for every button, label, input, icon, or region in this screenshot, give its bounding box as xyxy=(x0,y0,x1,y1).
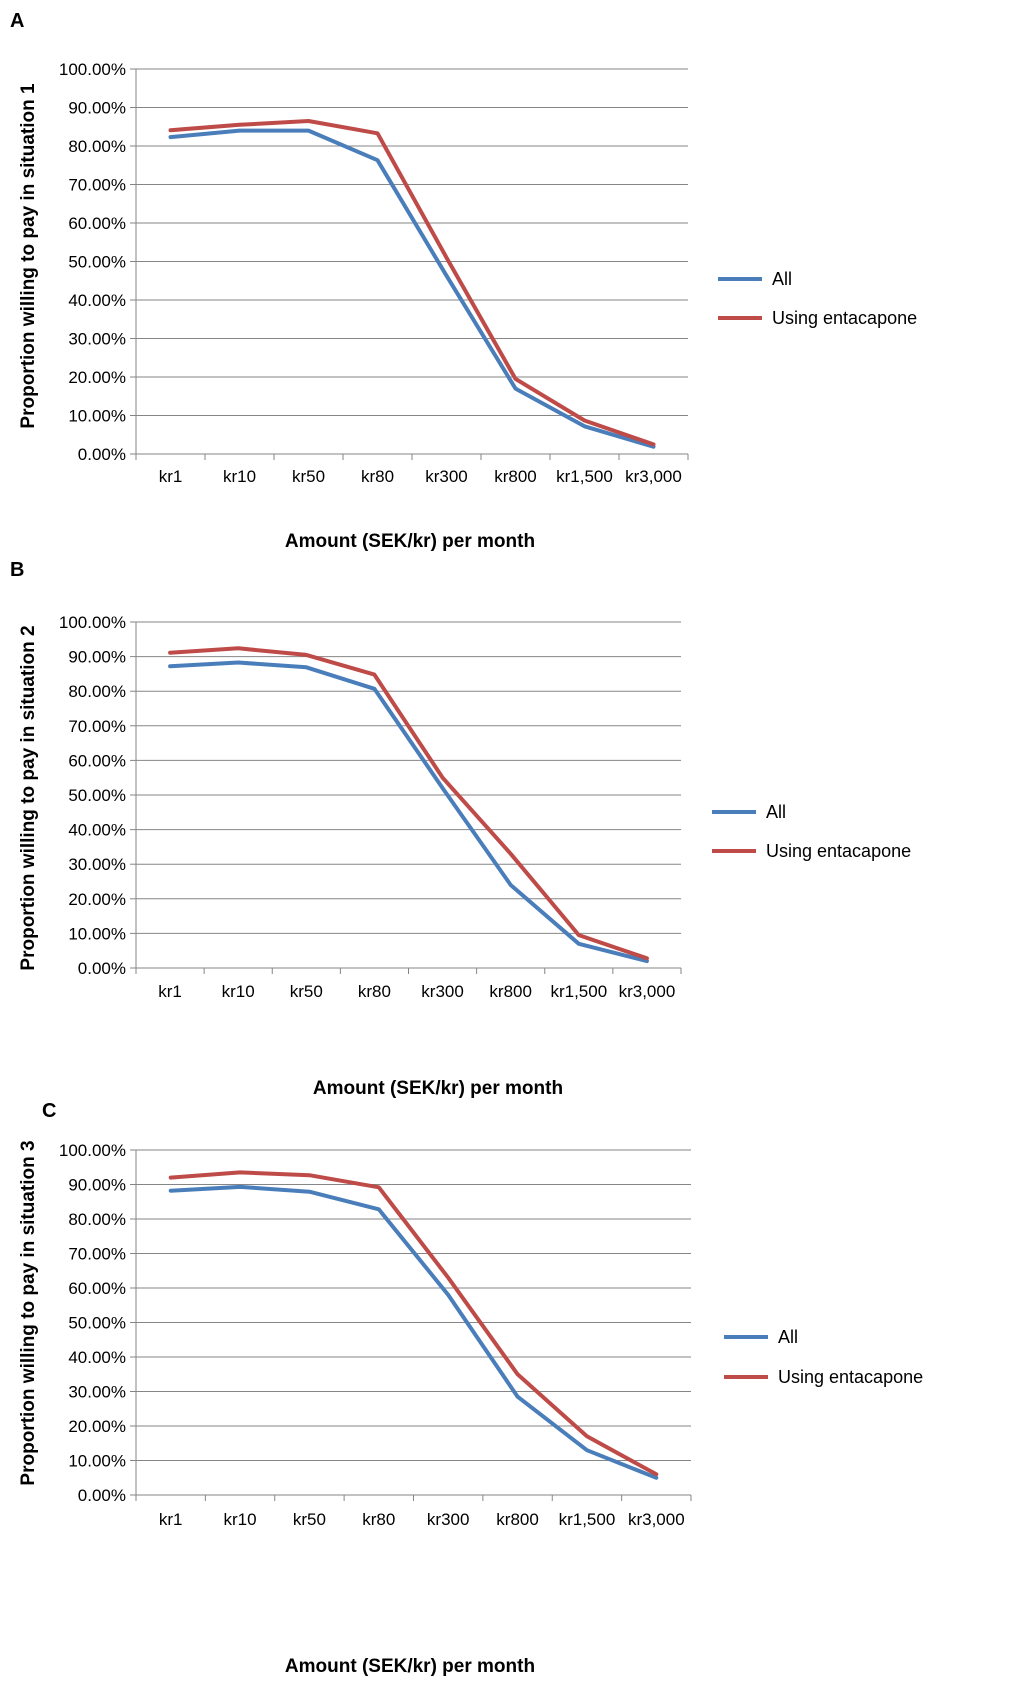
y-tick-label: 10.00% xyxy=(68,407,126,426)
y-tick-label: 70.00% xyxy=(68,717,126,736)
x-tick-label: kr1 xyxy=(158,982,182,1001)
x-tick-label: kr80 xyxy=(362,1510,395,1529)
chart-panel-b: B Proportion willing to pay in situation… xyxy=(10,559,911,1099)
y-tick-label: 70.00% xyxy=(68,176,126,195)
y-tick-label: 70.00% xyxy=(68,1245,126,1264)
y-tick-label: 30.00% xyxy=(68,1383,126,1402)
series-line-all xyxy=(168,128,656,449)
x-tick-label: kr50 xyxy=(290,982,323,1001)
x-tick-label: kr10 xyxy=(223,467,256,486)
y-tick-label: 80.00% xyxy=(68,1210,126,1229)
y-tick-label: 100.00% xyxy=(59,60,126,79)
y-tick-label: 100.00% xyxy=(59,1141,126,1160)
x-tick-label: kr80 xyxy=(361,467,394,486)
x-tick-label: kr80 xyxy=(358,982,391,1001)
y-tick-label: 30.00% xyxy=(68,855,126,874)
y-tick-label: 60.00% xyxy=(68,1279,126,1298)
legend-label-using-entacapone: Using entacapone xyxy=(778,1367,923,1387)
panel-label: A xyxy=(10,10,24,32)
y-axis-title: Proportion willing to pay in situation 1 xyxy=(18,83,39,429)
x-tick-label: kr10 xyxy=(224,1510,257,1529)
y-tick-label: 90.00% xyxy=(68,99,126,118)
x-tick-label: kr1 xyxy=(159,1510,183,1529)
legend-label-using-entacapone: Using entacapone xyxy=(772,308,917,328)
x-tick-label: kr800 xyxy=(489,982,532,1001)
y-tick-label: 10.00% xyxy=(68,1452,126,1471)
series-line-using-entacapone xyxy=(168,119,656,447)
series-line-all xyxy=(168,1184,659,1480)
y-tick-label: 50.00% xyxy=(68,786,126,805)
y-tick-label: 90.00% xyxy=(68,648,126,667)
x-tick-label: kr800 xyxy=(496,1510,539,1529)
y-tick-label: 20.00% xyxy=(68,368,126,387)
y-tick-label: 0.00% xyxy=(78,1486,126,1505)
x-tick-label: kr300 xyxy=(425,467,468,486)
x-axis-title: Amount (SEK/kr) per month xyxy=(313,1078,563,1099)
x-tick-label: kr1,500 xyxy=(559,1510,616,1529)
x-tick-label: kr50 xyxy=(292,467,325,486)
y-tick-label: 40.00% xyxy=(68,821,126,840)
series-line-using-entacapone xyxy=(168,1170,659,1477)
panel-label: C xyxy=(42,1100,56,1122)
y-tick-label: 100.00% xyxy=(59,613,126,632)
chart-panel-a: A Proportion willing to pay in situation… xyxy=(10,10,917,552)
y-tick-label: 40.00% xyxy=(68,1348,126,1367)
legend-label-all: All xyxy=(766,802,786,822)
legend-label-using-entacapone: Using entacapone xyxy=(766,841,911,861)
x-tick-label: kr50 xyxy=(293,1510,326,1529)
y-tick-label: 50.00% xyxy=(68,253,126,272)
y-tick-label: 80.00% xyxy=(68,137,126,156)
series-line-all xyxy=(168,660,649,964)
y-tick-label: 40.00% xyxy=(68,291,126,310)
x-tick-label: kr3,000 xyxy=(619,982,676,1001)
x-tick-label: kr1,500 xyxy=(556,467,613,486)
y-tick-label: 90.00% xyxy=(68,1176,126,1195)
y-tick-label: 0.00% xyxy=(78,959,126,978)
x-tick-label: kr300 xyxy=(421,982,464,1001)
x-tick-label: kr3,000 xyxy=(625,467,682,486)
x-axis-title: Amount (SEK/kr) per month xyxy=(285,1656,535,1677)
x-tick-label: kr3,000 xyxy=(628,1510,685,1529)
y-tick-label: 0.00% xyxy=(78,445,126,464)
y-tick-label: 20.00% xyxy=(68,1417,126,1436)
panel-label: B xyxy=(10,559,24,581)
series-line-using-entacapone xyxy=(168,646,649,961)
x-tick-label: kr800 xyxy=(494,467,537,486)
y-tick-label: 60.00% xyxy=(68,214,126,233)
y-tick-label: 10.00% xyxy=(68,924,126,943)
chart-panel-c: C Proportion willing to pay in situation… xyxy=(18,1100,923,1677)
legend-label-all: All xyxy=(778,1327,798,1347)
y-tick-label: 60.00% xyxy=(68,751,126,770)
legend-label-all: All xyxy=(772,269,792,289)
y-axis-title: Proportion willing to pay in situation 2 xyxy=(18,625,39,970)
y-tick-label: 50.00% xyxy=(68,1314,126,1333)
y-axis-title: Proportion willing to pay in situation 3 xyxy=(18,1140,39,1485)
x-tick-label: kr1 xyxy=(159,467,183,486)
y-tick-label: 30.00% xyxy=(68,330,126,349)
x-tick-label: kr1,500 xyxy=(550,982,607,1001)
x-axis-title: Amount (SEK/kr) per month xyxy=(285,531,535,552)
y-tick-label: 20.00% xyxy=(68,890,126,909)
x-tick-label: kr10 xyxy=(222,982,255,1001)
y-tick-label: 80.00% xyxy=(68,682,126,701)
x-tick-label: kr300 xyxy=(427,1510,470,1529)
